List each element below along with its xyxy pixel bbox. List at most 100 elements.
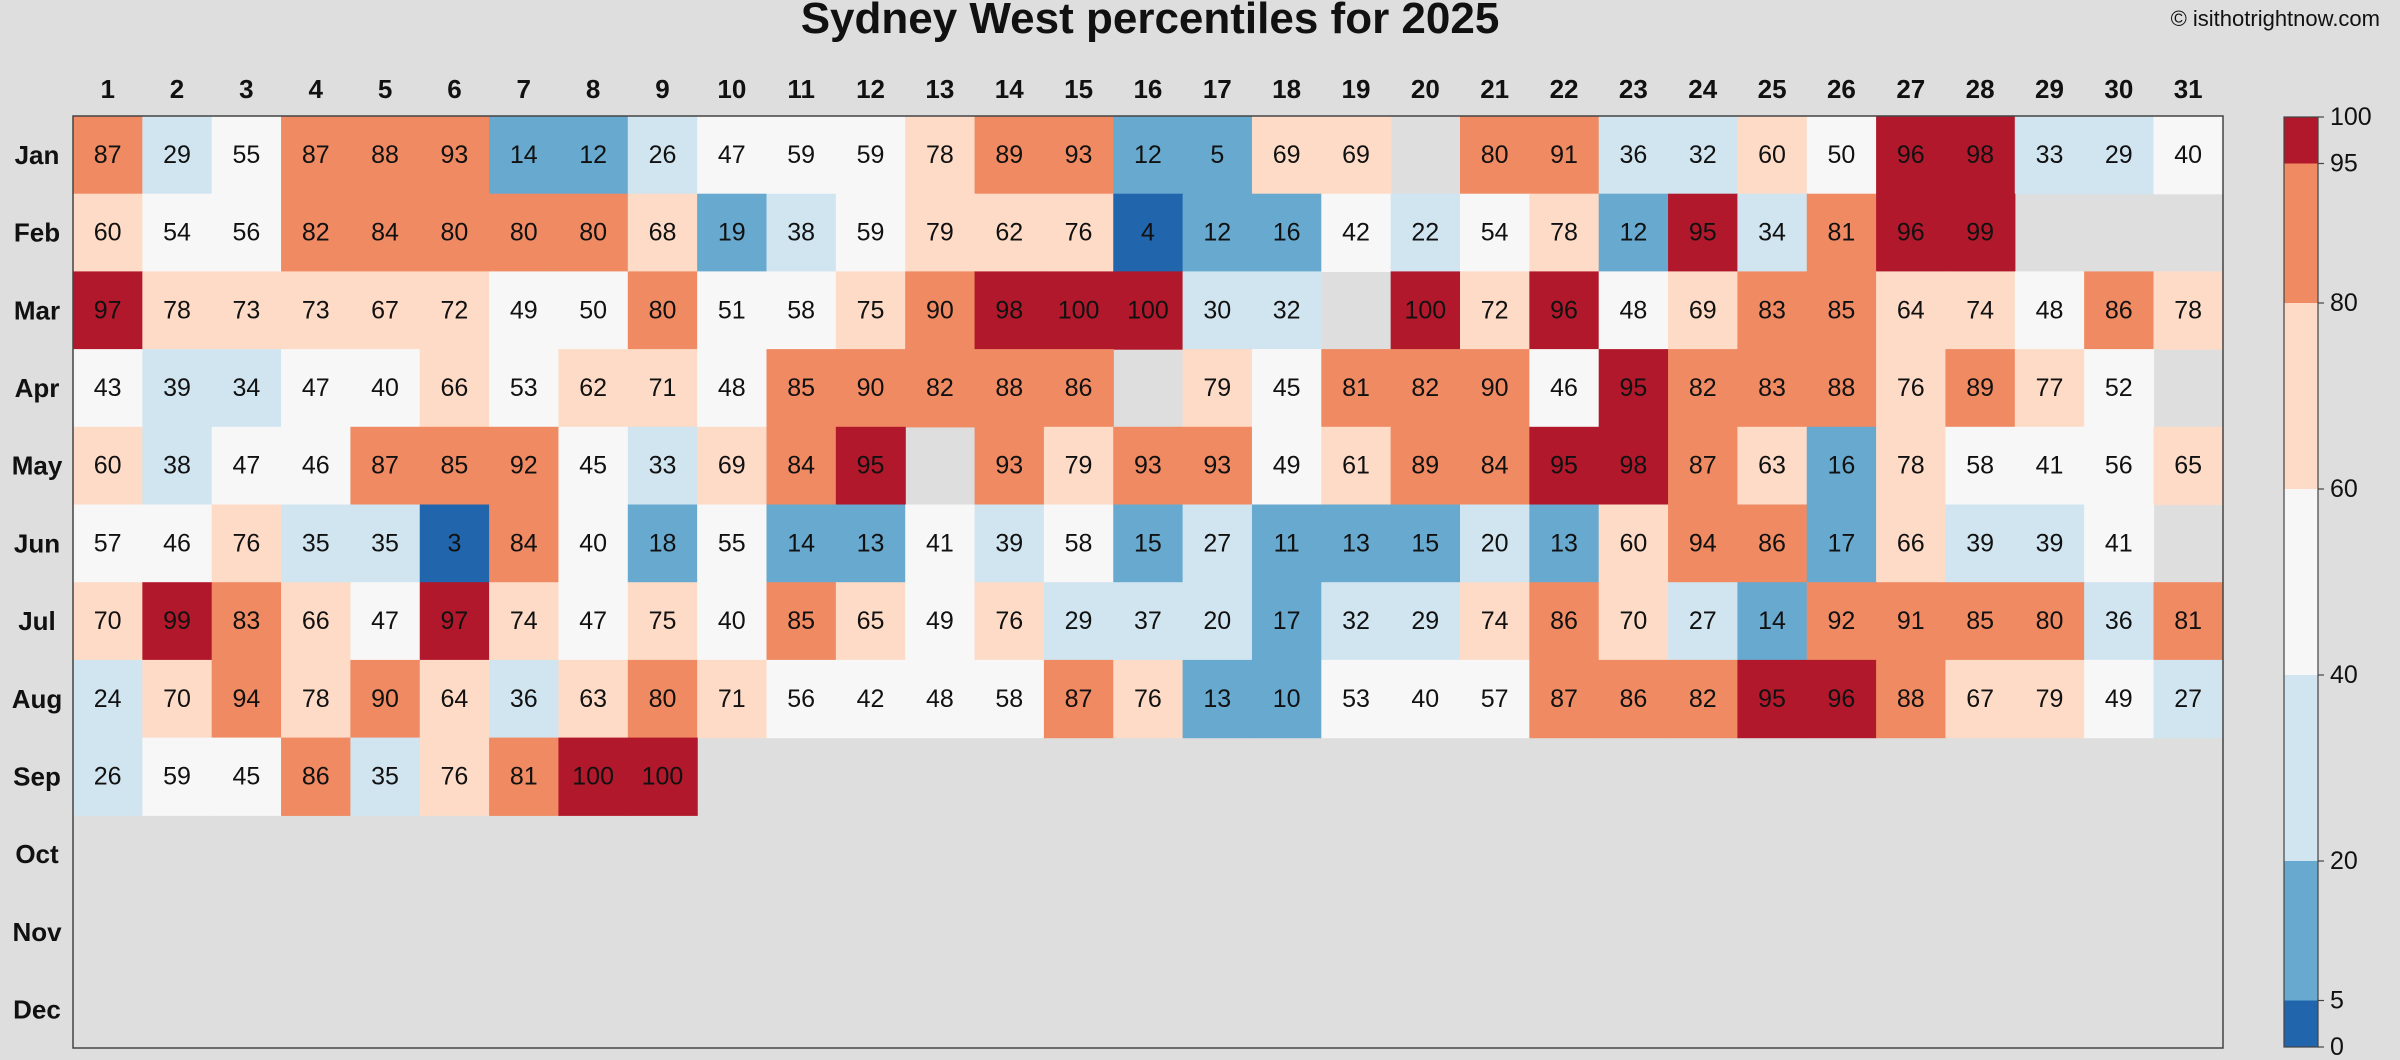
cell-value-apr-3: 34 (232, 374, 260, 402)
cell-mar-15 (1043, 271, 1114, 350)
cell-value-aug-18: 10 (1273, 685, 1301, 713)
cell-value-aug-19: 53 (1342, 685, 1370, 713)
cell-value-jan-26: 50 (1828, 141, 1856, 169)
colorbar-tick-label-60: 60 (2330, 475, 2358, 503)
cell-value-mar-6: 72 (441, 296, 469, 324)
cell-jul-24 (1668, 582, 1738, 661)
cell-jun-24 (1668, 504, 1738, 583)
cell-may-14 (974, 426, 1045, 506)
cell-value-jun-5: 35 (371, 529, 399, 557)
day-label-17: 17 (1203, 74, 1232, 104)
cell-value-jul-23: 70 (1619, 607, 1647, 635)
day-label-14: 14 (995, 74, 1024, 104)
day-label-9: 9 (655, 74, 669, 104)
cell-value-jan-6: 93 (441, 141, 469, 169)
day-label-13: 13 (925, 74, 954, 104)
cell-value-aug-4: 78 (302, 685, 330, 713)
cell-value-jun-15: 58 (1065, 529, 1093, 557)
cell-jun-30 (2084, 504, 2155, 583)
cell-apr-10 (697, 349, 768, 428)
cell-may-18 (1251, 426, 1322, 506)
cell-value-jan-8: 12 (579, 141, 607, 169)
cell-aug-17 (1182, 659, 1253, 739)
cell-value-jul-24: 27 (1689, 607, 1717, 635)
cell-value-may-16: 93 (1134, 452, 1162, 480)
cell-apr-20 (1390, 349, 1461, 428)
cell-may-19 (1321, 426, 1392, 506)
cell-value-aug-29: 79 (2036, 685, 2064, 713)
cell-value-may-5: 87 (371, 452, 399, 480)
cell-value-apr-12: 90 (857, 374, 885, 402)
cell-jun-2 (142, 504, 213, 583)
cell-value-feb-6: 80 (441, 219, 469, 247)
cell-aug-3 (211, 659, 282, 739)
cell-value-jan-25: 60 (1758, 141, 1786, 169)
cell-jan-6 (419, 116, 490, 195)
cell-value-apr-15: 86 (1065, 374, 1093, 402)
cell-mar-13 (905, 271, 976, 350)
cell-jul-14 (974, 582, 1045, 661)
cell-value-jun-18: 11 (1274, 529, 1300, 557)
cell-value-jul-1: 70 (94, 607, 122, 635)
cell-value-mar-17: 30 (1203, 296, 1231, 324)
cell-apr-15 (1043, 349, 1114, 428)
cell-value-jun-26: 17 (1828, 529, 1856, 557)
cell-value-apr-9: 71 (649, 374, 677, 402)
colorbar-bin-2 (2284, 675, 2318, 861)
cell-apr-27 (1876, 349, 1947, 428)
cell-jun-1 (73, 504, 143, 583)
cell-value-jun-11: 14 (787, 529, 815, 557)
cell-value-sep-6: 76 (441, 762, 469, 790)
cell-aug-6 (419, 659, 490, 739)
cell-value-jul-26: 92 (1828, 607, 1856, 635)
cell-value-aug-3: 94 (232, 685, 260, 713)
cell-value-aug-27: 88 (1897, 685, 1925, 713)
cell-feb-5 (350, 193, 421, 272)
cell-value-jun-21: 20 (1481, 529, 1509, 557)
day-label-24: 24 (1688, 74, 1717, 104)
cell-value-apr-23: 95 (1619, 374, 1647, 402)
cell-value-aug-16: 76 (1134, 685, 1162, 713)
cell-may-26 (1806, 426, 1877, 506)
cell-value-feb-5: 84 (371, 219, 399, 247)
cell-value-jun-23: 60 (1619, 529, 1647, 557)
cell-jan-23 (1598, 116, 1669, 195)
cell-value-aug-23: 86 (1619, 685, 1647, 713)
cell-may-10 (697, 426, 768, 506)
cell-value-feb-22: 78 (1550, 219, 1578, 247)
cell-value-aug-8: 63 (579, 685, 607, 713)
cell-value-feb-27: 96 (1897, 219, 1925, 247)
cell-value-feb-24: 95 (1689, 219, 1717, 247)
cell-jan-26 (1806, 116, 1877, 195)
cell-apr-4 (281, 349, 351, 428)
cell-value-jun-2: 46 (163, 529, 191, 557)
cell-apr-1 (73, 349, 143, 428)
cell-mar-29 (2014, 271, 2085, 350)
cell-value-apr-19: 81 (1342, 374, 1370, 402)
cell-aug-13 (905, 659, 976, 739)
cell-value-jan-16: 12 (1134, 141, 1162, 169)
cell-value-jun-16: 15 (1134, 529, 1162, 557)
cell-may-28 (1945, 426, 2016, 506)
cell-mar-16 (1113, 271, 1184, 350)
cell-jul-7 (489, 582, 560, 661)
cell-value-sep-8: 100 (572, 762, 614, 790)
cell-value-aug-6: 64 (441, 685, 469, 713)
cell-may-16 (1113, 426, 1184, 506)
cell-jun-8 (558, 504, 629, 583)
day-label-30: 30 (2104, 74, 2133, 104)
cell-value-aug-9: 80 (649, 685, 677, 713)
plot-frame (72, 115, 2224, 1049)
cell-jul-11 (766, 582, 837, 661)
cell-apr-8 (558, 349, 629, 428)
cell-value-aug-10: 71 (718, 685, 746, 713)
cell-may-17 (1182, 426, 1253, 506)
cell-jun-16 (1113, 504, 1184, 583)
cell-value-aug-20: 40 (1411, 685, 1439, 713)
cell-value-may-12: 95 (857, 452, 885, 480)
cell-value-mar-13: 90 (926, 296, 954, 324)
cell-value-apr-11: 85 (787, 374, 815, 402)
cell-value-aug-12: 42 (857, 685, 885, 713)
cell-apr-18 (1251, 349, 1322, 428)
